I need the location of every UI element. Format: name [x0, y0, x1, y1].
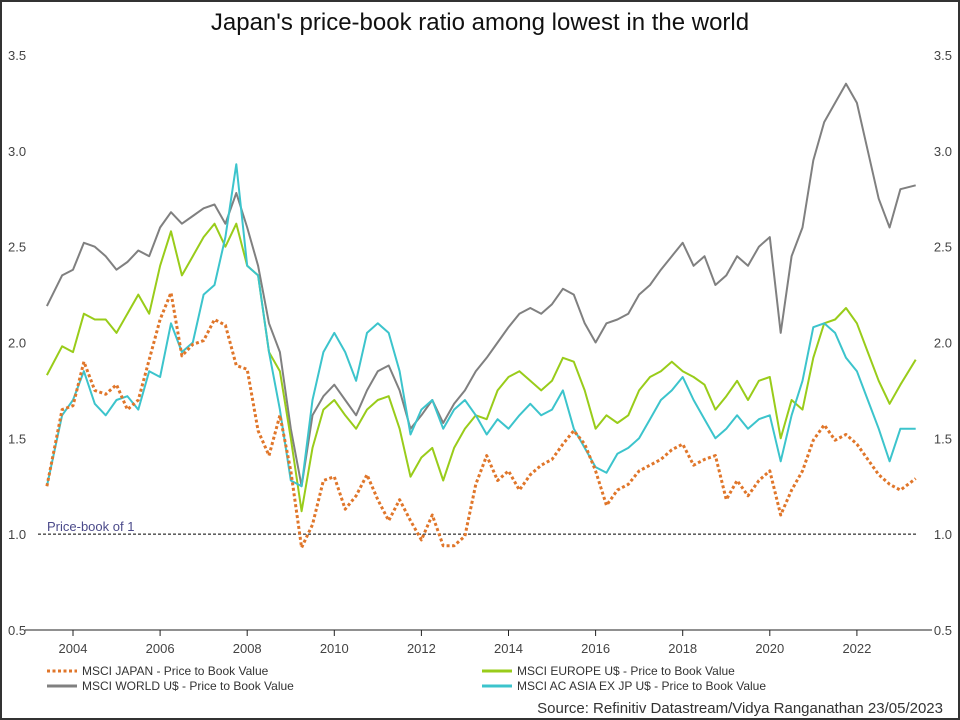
x-tick-label: 2008: [233, 641, 262, 656]
y-tick-label-left: 1.5: [8, 431, 26, 446]
legend-label-0: MSCI JAPAN - Price to Book Value: [82, 664, 269, 678]
chart-title: Japan's price-book ratio among lowest in…: [211, 9, 749, 36]
x-tick-label: 2012: [407, 641, 436, 656]
y-tick-label-right: 1.0: [934, 527, 952, 542]
reference-line-label: Price-book of 1: [47, 519, 134, 534]
y-tick-label-right: 0.5: [934, 623, 952, 638]
y-tick-label-left: 3.0: [8, 144, 26, 159]
y-tick-label-left: 3.5: [8, 48, 26, 63]
y-tick-label-right: 1.5: [934, 431, 952, 446]
series-line-0: [45, 291, 917, 550]
x-tick-label: 2010: [320, 641, 349, 656]
y-tick-label-left: 2.0: [8, 335, 26, 350]
x-tick-label: 2006: [146, 641, 175, 656]
y-tick-label-left: 1.0: [8, 527, 26, 542]
series-lines: [45, 82, 917, 550]
x-tick-label: 2022: [842, 641, 871, 656]
legend: MSCI JAPAN - Price to Book Value MSCI EUR…: [47, 664, 766, 693]
axes: 2004 2006 2008 2010 2012 2014 2016 2018 2020 2022…: [8, 48, 952, 656]
legend-label-2: MSCI WORLD U$ - Price to Book Value: [82, 679, 294, 693]
legend-label-3: MSCI AC ASIA EX JP U$ - Price to Book Va…: [517, 679, 766, 693]
x-tick-label: 2018: [668, 641, 697, 656]
x-tick-label: 2016: [581, 641, 610, 656]
source-note: Source: Refinitiv Datastream/Vidya Ranga…: [537, 700, 943, 717]
y-tick-label-right: 3.0: [934, 144, 952, 159]
series-line-3: [45, 163, 916, 488]
x-tick-label: 2020: [755, 641, 784, 656]
legend-label-1: MSCI EUROPE U$ - Price to Book Value: [517, 664, 735, 678]
x-tick-label: 2014: [494, 641, 523, 656]
y-tick-label-left: 0.5: [8, 623, 26, 638]
x-tick-label: 2004: [59, 641, 88, 656]
y-tick-label-left: 2.5: [8, 240, 26, 255]
reference-line-group: Price-book of 1: [38, 519, 918, 535]
y-tick-label-right: 2.0: [934, 335, 952, 350]
series-line-2: [46, 82, 916, 488]
series-line-1: [46, 222, 917, 513]
y-tick-label-right: 3.5: [934, 48, 952, 63]
y-tick-label-right: 2.5: [934, 240, 952, 255]
